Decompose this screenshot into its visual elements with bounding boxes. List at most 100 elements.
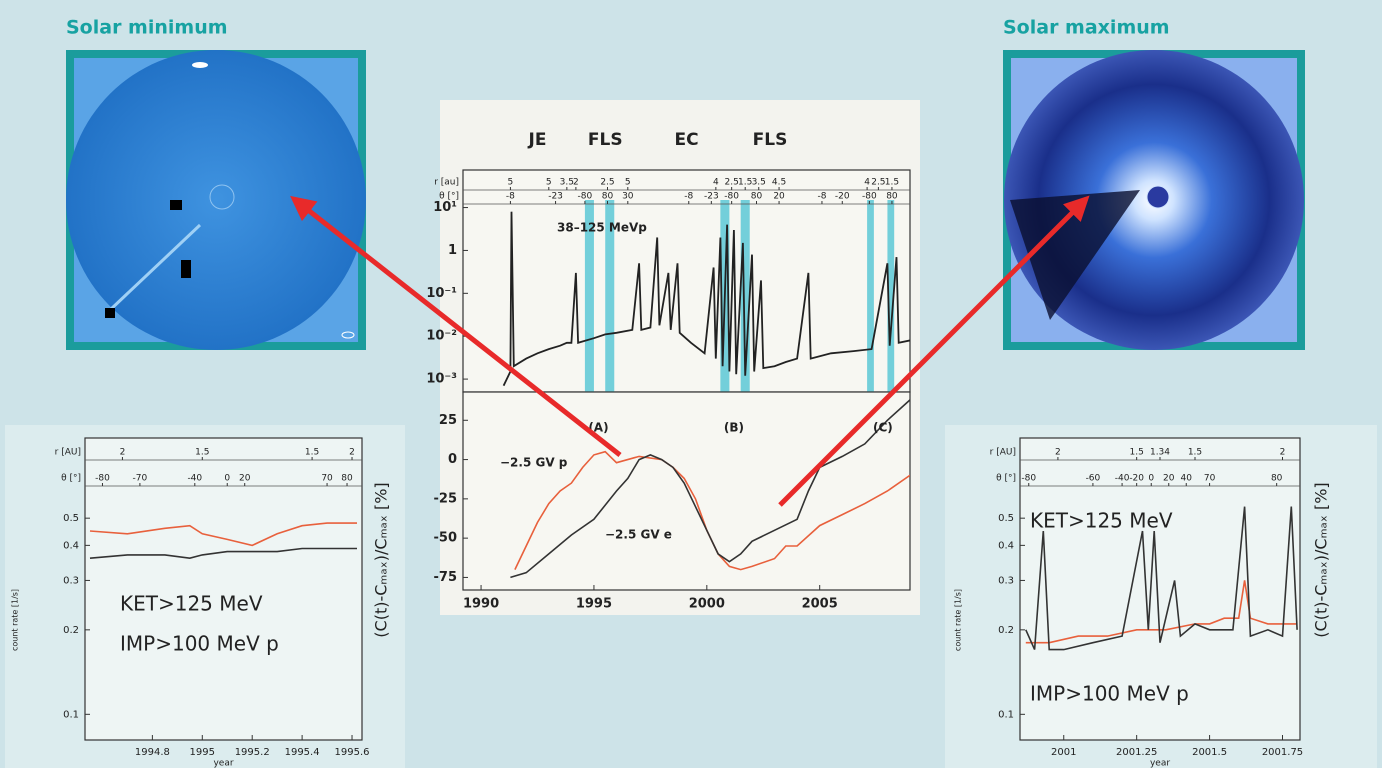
row-tick-label: 2.5 bbox=[600, 178, 614, 188]
plot-area bbox=[84, 437, 363, 741]
y2-axis-label: (C(t)-Cₘₐₓ)/Cₘₐₓ [%] bbox=[1312, 482, 1331, 637]
y-tick-label: 0.2 bbox=[998, 625, 1014, 636]
row-tick-label: 30 bbox=[622, 192, 634, 202]
legend-label: 38–125 MeVp bbox=[557, 221, 647, 235]
y-tick-label: 0 bbox=[448, 452, 457, 467]
x-tick-label: 1995.6 bbox=[335, 747, 370, 758]
x-tick-label: 1995 bbox=[190, 747, 215, 758]
x-tick-label: 1995.2 bbox=[235, 747, 270, 758]
legend-label: KET>125 MeV bbox=[1030, 509, 1173, 533]
y2-axis-label: (C(t)-Cₘₐₓ)/Cₘₐₓ [%] bbox=[372, 482, 391, 637]
legend-label: −2.5 GV p bbox=[500, 456, 568, 470]
row-tick-label: 70 bbox=[1204, 474, 1216, 484]
row-tick-label: -70 bbox=[133, 474, 148, 484]
row-tick-label: 1.5 bbox=[1130, 448, 1144, 458]
row-label: θ [°] bbox=[61, 474, 81, 484]
row-tick-label: -80 bbox=[578, 192, 593, 202]
y-tick-label: 0.5 bbox=[63, 513, 79, 524]
row-tick-label: 0 bbox=[224, 474, 230, 484]
y-tick-label: 10⁻¹ bbox=[426, 286, 457, 301]
y-tick-label: 25 bbox=[439, 413, 457, 428]
x-tick-label: 2001.5 bbox=[1192, 747, 1227, 758]
row-tick-label: 80 bbox=[1271, 474, 1283, 484]
y-tick-label: 0.3 bbox=[998, 575, 1014, 586]
x-tick-label: 1990 bbox=[463, 597, 499, 612]
row-label: θ [°] bbox=[996, 474, 1016, 484]
row-tick-label: 80 bbox=[886, 192, 898, 202]
row-tick-label: 1.5 bbox=[305, 448, 319, 458]
y-tick-label: -75 bbox=[434, 570, 458, 585]
row-tick-label: -8 bbox=[817, 192, 826, 202]
row-tick-label: 70 bbox=[321, 474, 333, 484]
row-tick-label: -80 bbox=[95, 474, 110, 484]
row-tick-label: 0 bbox=[1148, 474, 1154, 484]
row-tick-label: -40 bbox=[187, 474, 202, 484]
arrow bbox=[778, 195, 1090, 507]
plot-area bbox=[1019, 437, 1301, 741]
x-tick-label: 1995 bbox=[576, 597, 612, 612]
x-tick-label: 1995.4 bbox=[285, 747, 320, 758]
row-tick-label: -23 bbox=[548, 192, 563, 202]
series-line bbox=[502, 211, 910, 387]
y-tick-label: 10¹ bbox=[433, 200, 457, 215]
legend-label: IMP>100 MeV p bbox=[120, 632, 279, 656]
x-axis-label: year bbox=[213, 759, 233, 768]
series-line bbox=[514, 450, 910, 571]
row-tick-label: 20 bbox=[239, 474, 251, 484]
row-tick-label: 1.34 bbox=[1150, 448, 1170, 458]
row-tick-label: -60 bbox=[1086, 474, 1101, 484]
solar-image-min bbox=[66, 50, 366, 350]
row-tick-label: 5 bbox=[546, 178, 552, 188]
row-tick-label: -20 bbox=[835, 192, 850, 202]
y-tick-label: 0.1 bbox=[63, 709, 79, 720]
row-tick-label: -80 bbox=[724, 192, 739, 202]
y-tick-label: 0.4 bbox=[63, 540, 79, 551]
row-label: r [AU] bbox=[55, 448, 81, 458]
row-tick-label: 2 bbox=[1055, 448, 1061, 458]
y-tick-label: 0.2 bbox=[63, 625, 79, 636]
x-axis-label: year bbox=[1150, 759, 1170, 768]
row-tick-label: 80 bbox=[341, 474, 353, 484]
row-tick-label: 2 bbox=[573, 178, 579, 188]
annotation: (C) bbox=[873, 421, 893, 435]
row-tick-label: 20 bbox=[773, 192, 785, 202]
y-tick-label: 10⁻³ bbox=[426, 372, 457, 387]
row-tick-label: 4.5 bbox=[772, 178, 786, 188]
row-tick-label: -80 bbox=[1021, 474, 1036, 484]
row-tick-label: 2 bbox=[349, 448, 355, 458]
row-tick-label: 80 bbox=[751, 192, 763, 202]
row-tick-label: 4 bbox=[713, 178, 719, 188]
legend-label: KET>125 MeV bbox=[120, 592, 263, 616]
series-line bbox=[1025, 506, 1298, 651]
top-label: FLS bbox=[753, 130, 788, 150]
series-line bbox=[510, 399, 910, 579]
row-tick-label: 1.5 bbox=[195, 448, 209, 458]
x-tick-label: 2001 bbox=[1051, 747, 1076, 758]
row-label: θ [°] bbox=[439, 192, 459, 202]
row-tick-label: 80 bbox=[602, 192, 614, 202]
y-tick-label: 0.1 bbox=[998, 709, 1014, 720]
row-tick-label: -20 bbox=[1129, 474, 1144, 484]
row-label: r [au] bbox=[434, 178, 459, 188]
x-tick-label: 1994.8 bbox=[135, 747, 170, 758]
row-tick-label: 3.5 bbox=[752, 178, 766, 188]
row-tick-label: -8 bbox=[506, 192, 515, 202]
y-tick-label: -25 bbox=[434, 491, 458, 506]
row-tick-label: 20 bbox=[1163, 474, 1175, 484]
legend-label: −2.5 GV e bbox=[605, 528, 672, 542]
row-tick-label: 5 bbox=[508, 178, 514, 188]
x-tick-label: 2005 bbox=[802, 597, 838, 612]
y-tick-label: 0.3 bbox=[63, 575, 79, 586]
row-tick-label: -80 bbox=[862, 192, 877, 202]
row-tick-label: -8 bbox=[684, 192, 693, 202]
top-label: JE bbox=[528, 130, 547, 150]
series-line bbox=[89, 547, 357, 560]
plot-area bbox=[462, 391, 911, 591]
row-tick-label: 40 bbox=[1181, 474, 1193, 484]
row-tick-label: 1.5 bbox=[885, 178, 899, 188]
row-tick-label: 2 bbox=[120, 448, 126, 458]
row-tick-label: 5 bbox=[625, 178, 631, 188]
solar-image-max bbox=[1003, 50, 1305, 350]
header-title: Solar maximum bbox=[1003, 17, 1170, 39]
